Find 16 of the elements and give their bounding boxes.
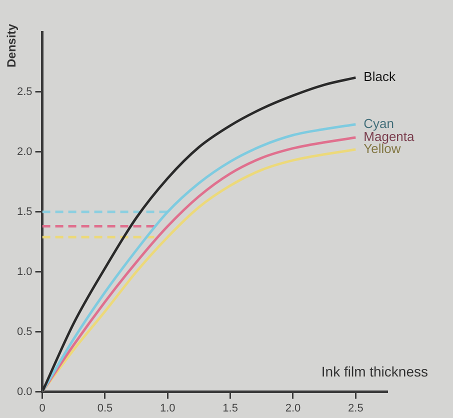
- x-tick-label: 2.0: [285, 402, 301, 414]
- y-tick-label: 1.5: [16, 206, 32, 218]
- y-tick-label: 2.0: [16, 146, 32, 158]
- y-axis-title: Density: [4, 24, 19, 68]
- x-tick-label: 2.5: [348, 402, 364, 414]
- series-label: Cyan: [364, 116, 394, 131]
- x-axis-title: Ink film thickness: [321, 364, 428, 380]
- x-tick-label: 1.5: [222, 402, 238, 414]
- y-tick-label: 1.0: [16, 266, 32, 278]
- y-tick-label: 0.5: [16, 326, 32, 338]
- x-tick-label: 1.0: [160, 402, 176, 414]
- x-tick-label: 0.5: [97, 402, 113, 414]
- y-tick-label: 2.5: [16, 86, 32, 98]
- x-tick-label: 0: [39, 402, 46, 414]
- series-label: Black: [364, 69, 396, 84]
- y-tick-label: 0.0: [16, 386, 32, 398]
